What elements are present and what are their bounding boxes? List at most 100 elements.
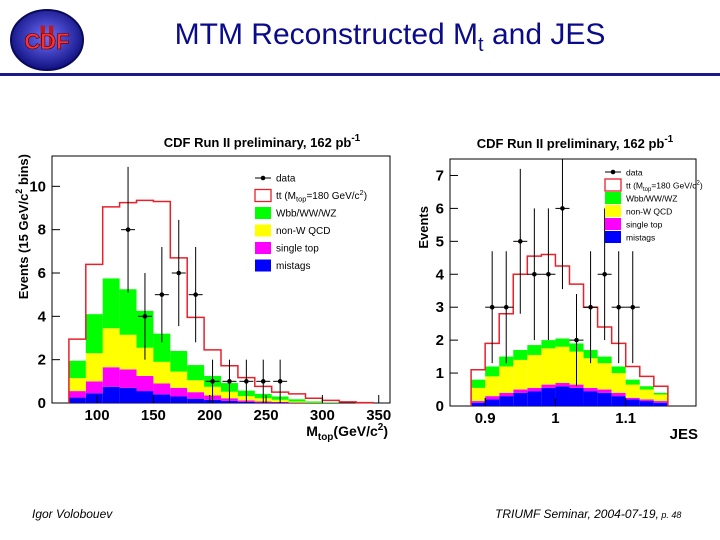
mistags-bar <box>68 397 86 403</box>
title-main: MTM Reconstructed M <box>174 18 479 51</box>
data-point <box>499 251 514 364</box>
data-point <box>256 359 271 403</box>
data-marker <box>517 239 523 244</box>
x-tick-label: 0.9 <box>475 410 496 427</box>
legend-label: data <box>626 168 643 178</box>
chart-title: CDF Run II preliminary, 162 pb-1 <box>477 134 674 151</box>
nonw-bar <box>102 328 120 368</box>
singletop-bar <box>499 392 514 397</box>
nonw-bar <box>625 384 640 398</box>
singletop-bar <box>611 392 626 397</box>
legend-entry-data: data <box>605 168 643 178</box>
data-marker <box>227 379 232 384</box>
slide-title: MTM Reconstructed Mt and JES <box>140 18 640 57</box>
data-point <box>273 359 288 403</box>
legend: data tt (Mtop=180 GeV/c2) Wbb/WW/WZ non-W Q… <box>254 174 367 272</box>
x-tick-label: 200 <box>197 407 222 424</box>
data-marker <box>260 379 266 384</box>
nonw-bar <box>85 353 103 382</box>
wbb-bar <box>68 360 86 379</box>
data-point <box>239 359 254 403</box>
data-marker <box>193 292 198 297</box>
wbb-bar <box>471 379 486 388</box>
singletop-bar <box>170 387 188 397</box>
nonw-bar <box>471 387 486 402</box>
y-tick-label: 0 <box>436 398 444 415</box>
logo-text: CDF <box>24 29 69 54</box>
legend-label: non-W QCD <box>276 226 330 237</box>
legend-label: Wbb/WW/WZ <box>276 209 337 220</box>
mistags-bar <box>187 398 205 403</box>
nonw-bar <box>597 363 612 390</box>
wbb-bar <box>85 314 103 354</box>
data-marker <box>630 304 636 310</box>
singletop-bar <box>187 392 205 399</box>
legend-label: single top <box>276 244 319 255</box>
legend-entry-wbb: Wbb/WW/WZ <box>605 192 677 204</box>
x-axis-label: Mtop(GeV/c2) <box>306 422 388 443</box>
chart-title: CDF Run II preliminary, 162 pb-1 <box>164 133 361 150</box>
legend-nonw-swatch <box>605 205 621 217</box>
nonw-bar <box>499 366 514 393</box>
y-tick-label: 4 <box>436 266 445 283</box>
cdf-logo: II CDF <box>10 9 84 71</box>
ttbar-total-line <box>470 253 669 406</box>
data-point <box>205 359 220 403</box>
data-point <box>569 294 584 387</box>
legend-entry-singletop: single top <box>255 242 319 255</box>
y-tick-label: 8 <box>38 222 46 239</box>
nonw-bar <box>136 347 154 376</box>
footer-author: Igor Volobouev <box>32 507 113 521</box>
legend-singletop-swatch <box>605 218 621 230</box>
data-marker <box>503 304 509 310</box>
data-marker <box>210 379 215 384</box>
y-tick-label: 5 <box>436 233 444 250</box>
data-marker <box>602 271 607 277</box>
mistags-bar <box>153 394 171 403</box>
data-point <box>625 251 640 364</box>
legend-label: single top <box>626 220 663 230</box>
y-tick-label: 2 <box>38 352 46 369</box>
legend-wbb-swatch <box>255 207 271 219</box>
wbb-bar <box>541 340 556 349</box>
wbb-bar <box>597 356 612 364</box>
legend-label: mistags <box>626 233 655 243</box>
data-point <box>154 247 169 343</box>
nonw-bar <box>170 371 188 388</box>
x-axis-label: JES <box>670 426 698 443</box>
legend-entry-singletop: single top <box>605 218 663 230</box>
y-tick-label: 6 <box>38 265 46 282</box>
data-marker <box>489 304 495 310</box>
logo-roman-numeral: II <box>39 20 56 53</box>
y-axis-label: Events (15 GeV/c2 bins) <box>14 154 31 299</box>
legend-data-marker <box>610 169 616 175</box>
wbb-bar <box>288 399 306 402</box>
title-tail: and JES <box>483 18 606 51</box>
nonw-bar <box>611 373 626 393</box>
data-marker <box>616 304 621 310</box>
title-subscript: t <box>478 34 484 56</box>
x-tick-label: 1.1 <box>615 410 636 427</box>
singletop-bar <box>555 382 570 387</box>
legend-mistags-swatch <box>605 231 621 243</box>
singletop-bar <box>527 387 542 392</box>
x-tick-label: 150 <box>141 407 166 424</box>
data-marker <box>125 227 131 232</box>
wbb-bar <box>653 392 668 395</box>
singletop-bar <box>625 397 640 400</box>
nonw-bar <box>485 376 500 397</box>
wbb-bar <box>119 289 137 335</box>
mistags-bar <box>471 402 486 406</box>
nonw-bar <box>513 359 528 390</box>
legend-singletop-swatch <box>255 242 271 254</box>
singletop-bar <box>153 383 171 395</box>
wbb-bar <box>513 350 528 360</box>
mistags-bar <box>136 391 154 403</box>
y-tick-label: 7 <box>436 167 444 184</box>
legend-entry-mistags: mistags <box>255 259 310 272</box>
legend-entry-nonw: non-W QCD <box>255 224 330 237</box>
mistags-bar <box>611 396 626 406</box>
legend-wbb-swatch <box>605 192 621 204</box>
data-point <box>121 166 136 293</box>
jes-histogram: 0.9 1 1.1 0 1 2 3 4 5 6 7 CDF Run II preliminary, 1… <box>416 134 703 443</box>
